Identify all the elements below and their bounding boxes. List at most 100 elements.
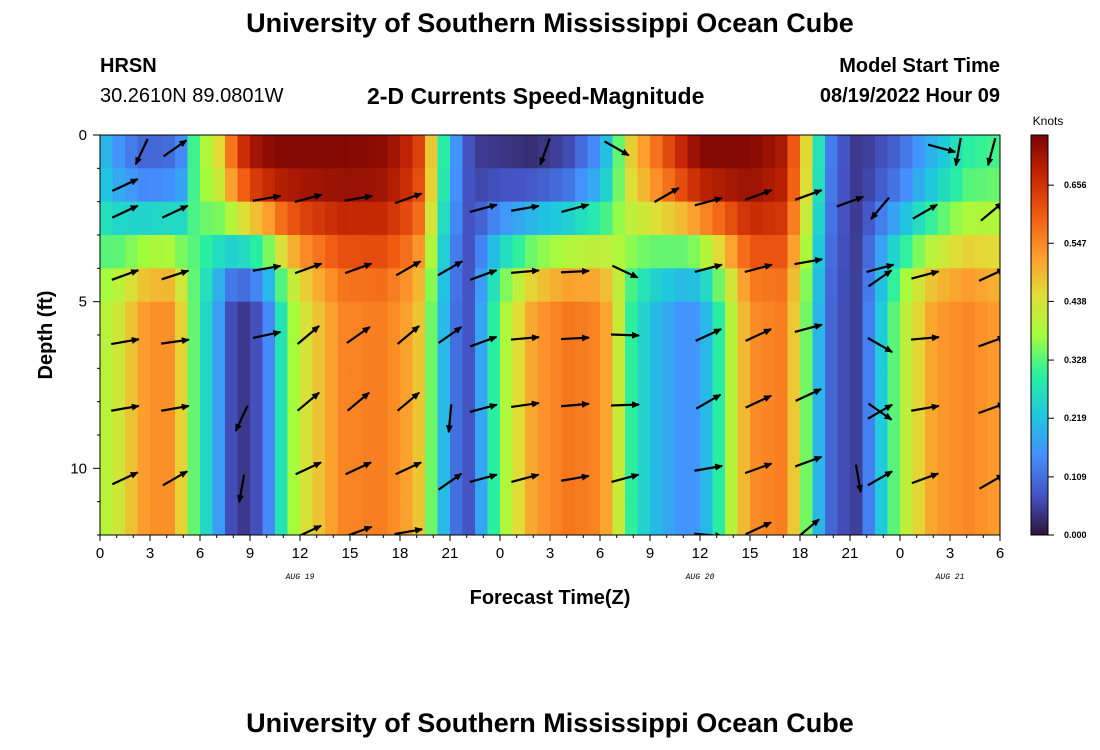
heatmap-cell (512, 235, 526, 269)
heatmap-cell (700, 301, 714, 336)
current-arrow (694, 463, 724, 472)
heatmap-cell (675, 168, 689, 203)
colorbar-tick-label: 0.438 (1064, 296, 1087, 306)
heatmap-cell (625, 401, 639, 436)
heatmap-cell (462, 135, 476, 169)
heatmap-cell (712, 368, 726, 403)
heatmap-cell (512, 135, 526, 169)
heatmap-cell (337, 401, 351, 436)
current-arrow (252, 193, 282, 202)
heatmap-cells (100, 135, 1000, 535)
current-arrow (978, 268, 1000, 282)
heatmap-cell (662, 201, 676, 236)
heatmap-cell (250, 435, 264, 469)
current-arrow (111, 204, 139, 219)
heatmap-cell (637, 501, 651, 535)
heatmap-cell (250, 335, 264, 369)
heatmap-cell (637, 301, 651, 336)
heatmap-cell (187, 468, 201, 503)
heatmap-cell (612, 135, 626, 169)
heatmap-cell (625, 201, 639, 236)
heatmap-cell (525, 301, 539, 336)
heatmap-cell (575, 368, 589, 403)
current-arrow (794, 455, 823, 468)
heatmap-cell (575, 201, 589, 236)
heatmap-cell (762, 468, 776, 503)
heatmap-cell (312, 268, 326, 303)
heatmap-cell (125, 268, 139, 303)
heatmap-cell (725, 501, 739, 535)
heatmap-cell (425, 168, 439, 203)
heatmap-cell (787, 468, 801, 503)
heatmap-cell (725, 168, 739, 203)
heatmap-cell (700, 501, 714, 535)
heatmap-cell (775, 435, 789, 469)
heatmap-cell (187, 435, 201, 469)
current-arrow (745, 521, 772, 535)
heatmap-cell (662, 235, 676, 269)
heatmap-cell (225, 201, 239, 236)
heatmap-cell (212, 335, 226, 369)
heatmap-cell (525, 501, 539, 535)
heatmap-cell (562, 135, 576, 169)
heatmap-cell (425, 201, 439, 236)
heatmap-cell (750, 335, 764, 369)
heatmap-cell (550, 301, 564, 336)
heatmap-cell (812, 301, 826, 336)
heatmap-cell (400, 168, 414, 203)
heatmap-cell (850, 135, 864, 169)
heatmap-cell (237, 401, 251, 436)
heatmap-cell (300, 468, 314, 503)
heatmap-cell (737, 435, 751, 469)
heatmap-cell (500, 368, 514, 403)
heatmap-cell (650, 201, 664, 236)
heatmap-cell (325, 501, 339, 535)
heatmap-cell (787, 501, 801, 535)
heatmap-cell (600, 135, 614, 169)
colorbar-tick-label: 0.328 (1064, 355, 1087, 365)
current-arrow (794, 323, 823, 334)
heatmap-cell (187, 135, 201, 169)
heatmap-cell (700, 401, 714, 436)
heatmap-cell (550, 468, 564, 503)
current-arrow (344, 262, 373, 275)
y-axis-title: Depth (ft) (35, 291, 57, 380)
x-tick-label: 18 (392, 545, 409, 562)
heatmap-cell (237, 135, 251, 169)
heatmap-cell (487, 468, 501, 503)
heatmap-cell (587, 401, 601, 436)
heatmap-cell (387, 201, 401, 236)
heatmap-cell (187, 401, 201, 436)
heatmap-cell (162, 268, 176, 303)
heatmap-cell (500, 401, 514, 436)
heatmap-cell (725, 468, 739, 503)
heatmap-cell (175, 235, 189, 269)
heatmap-cell (512, 501, 526, 535)
heatmap-cell (625, 335, 639, 369)
axes: 0 3 6 9 12 15 18 21 0 3 6 9 12 15 18 21 0 3 6 AUG 19 AUG 20 A… (70, 127, 1004, 582)
heatmap-cell (112, 435, 126, 469)
heatmap-cell (287, 168, 301, 203)
heatmap-cell (387, 235, 401, 269)
heatmap-cell (900, 435, 914, 469)
heatmap-cell (650, 401, 664, 436)
heatmap-cell (237, 235, 251, 269)
heatmap-cell (987, 301, 1000, 336)
heatmap-cell (212, 235, 226, 269)
heatmap-cell (400, 235, 414, 269)
heatmap-cell (262, 168, 276, 203)
heatmap-cell (162, 168, 176, 203)
heatmap-cell (575, 501, 589, 535)
heatmap-cell (637, 401, 651, 436)
heatmap-cell (262, 501, 276, 535)
heatmap-cell (200, 501, 214, 535)
heatmap-cell (975, 368, 989, 403)
heatmap-cell (725, 401, 739, 436)
heatmap-cell (662, 268, 676, 303)
heatmap-cell (712, 135, 726, 169)
heatmap-cell (375, 368, 389, 403)
heatmap-cell (650, 368, 664, 403)
current-vectors (111, 137, 1000, 535)
heatmap-cell (325, 168, 339, 203)
heatmap-cell (712, 335, 726, 369)
